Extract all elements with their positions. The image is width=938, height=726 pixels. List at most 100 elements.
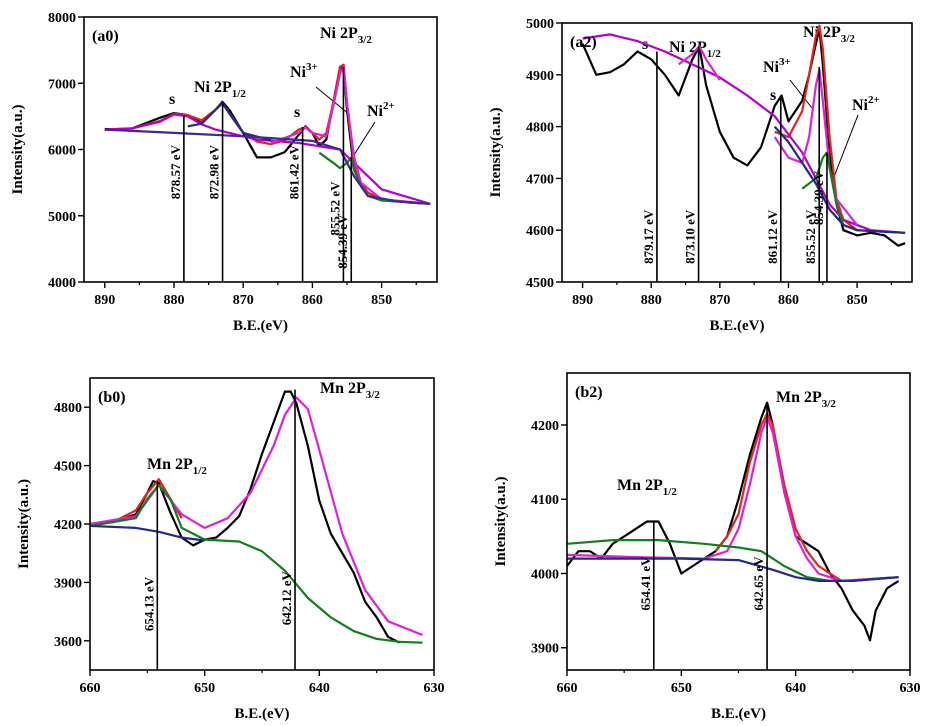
y-tick-label: 8000	[48, 11, 76, 26]
annotation-s-2: s	[770, 87, 776, 104]
annotation-ni2-main: Ni	[367, 103, 384, 120]
x-tick-label: 880	[163, 293, 184, 308]
peak-label: 873.10 eV	[683, 209, 698, 264]
panel-label: (a0)	[92, 28, 119, 45]
annotation-mn-2p12-main: Mn 2P	[147, 456, 193, 473]
series-ni-2p1-2-fit	[678, 45, 721, 81]
x-tick-label: 850	[847, 293, 868, 308]
peak-label: 878.57 eV	[168, 144, 183, 199]
plot-frame	[83, 16, 438, 283]
x-tick-label: 630	[424, 681, 445, 696]
x-tick-label: 650	[671, 681, 692, 696]
annotation-mn-2p12: Mn 2P1/2	[617, 477, 677, 498]
y-tick-label: 4100	[531, 493, 559, 508]
series-s-satellite-fit	[104, 113, 431, 205]
annotation-ni-2p12-main: Ni 2P	[194, 79, 232, 96]
annotation-mn-2p12-main: Mn 2P	[617, 477, 663, 494]
series-ni2-fit	[801, 151, 858, 232]
y-axis-label: Intensity(a.u.)	[10, 104, 26, 194]
x-axis-label: B.E.(eV)	[235, 706, 290, 722]
series-measured	[566, 401, 900, 642]
series-background	[89, 524, 205, 542]
annotation-mn-2p32-main: Mn 2P	[320, 380, 366, 397]
peak-label: 855.52 eV	[803, 209, 818, 264]
annotation-ni3-main: Ni	[290, 64, 307, 81]
peak-label: 642.12 eV	[279, 570, 294, 625]
annotation-ni3: Ni3+	[290, 61, 318, 81]
y-axis-label: Intensity(a.u.)	[493, 476, 509, 566]
y-tick-label: 4600	[526, 224, 554, 239]
panel-a0: s s Ni 2P1/2 Ni 2P3/2 Ni3+ Ni2+	[169, 25, 395, 159]
x-tick-label: 890	[572, 293, 593, 308]
x-tick-label: 640	[785, 681, 806, 696]
annotation-ni3-main: Ni	[763, 59, 780, 76]
y-tick-label: 4000	[531, 567, 559, 582]
peak-label: 654.41 eV	[638, 556, 653, 611]
panel-b0: Mn 2P1/2 Mn 2P3/2	[147, 380, 380, 477]
annotation-mn-2p32-sub: 3/2	[822, 398, 837, 410]
panel-label: (a2)	[570, 34, 597, 51]
annotation-mn-2p32-sub: 3/2	[366, 389, 381, 401]
series-mn-2p3-2-fit	[566, 416, 899, 583]
y-axis-label: Intensity(a.u.)	[16, 479, 32, 569]
y-tick-label: 5000	[526, 17, 554, 32]
panel-b2: Mn 2P1/2 Mn 2P3/2	[617, 389, 836, 498]
annotation-mn-2p12-sub: 1/2	[193, 465, 208, 477]
y-tick-label: 4800	[54, 401, 82, 416]
y-tick-label: 3600	[54, 635, 82, 650]
peak-label: 855.52 eV	[327, 181, 342, 236]
annotation-ni3-sup: 3+	[779, 56, 791, 68]
x-tick-label: 860	[778, 293, 799, 308]
series-ni-2p1-2-fit	[187, 101, 272, 142]
annotation-mn-2p32: Mn 2P3/2	[320, 380, 380, 401]
annotation-ni-2p32: Ni 2P3/2	[320, 25, 372, 46]
pointer-ni2	[351, 121, 376, 159]
annotation-ni-2p32-main: Ni 2P	[803, 24, 841, 41]
y-axis-label: Intensity(a.u.)	[488, 107, 504, 197]
x-tick-label: 870	[709, 293, 730, 308]
x-tick-label: 850	[371, 293, 392, 308]
annotation-ni-2p32-sub: 3/2	[358, 34, 373, 46]
y-tick-label: 4200	[54, 518, 82, 533]
series-ni3-fit	[270, 65, 431, 205]
peak-label: 861.42 eV	[287, 144, 302, 199]
panel-label: (b2)	[575, 384, 603, 401]
chart-b2: 654.41 eV 642.65 eV 660 650 640 630 3900 4000 41…	[493, 372, 921, 722]
annotation-mn-2p32-main: Mn 2P	[776, 389, 822, 406]
panel-label: (b0)	[98, 389, 126, 406]
x-axis-label: B.E.(eV)	[711, 706, 766, 722]
y-tick-label: 3900	[54, 576, 82, 591]
series-measured	[104, 65, 431, 205]
annotation-ni2-sup: 2+	[383, 100, 395, 112]
pointer-ni2	[831, 114, 859, 183]
annotation-mn-2p12-sub: 1/2	[663, 486, 678, 498]
pointer-ni3	[789, 79, 813, 109]
annotation-ni3: Ni3+	[763, 56, 791, 76]
annotation-ni2-main: Ni	[852, 97, 869, 114]
annotation-mn-2p12: Mn 2P1/2	[147, 456, 207, 477]
annotation-ni-2p32-main: Ni 2P	[320, 25, 358, 42]
annotation-s-1: s	[169, 91, 175, 108]
y-tick-label: 4700	[526, 172, 554, 187]
series-envelope	[714, 412, 842, 582]
x-tick-label: 890	[94, 293, 115, 308]
x-axis-label: B.E.(eV)	[233, 318, 288, 334]
chart-a2: 879.17 eV 873.10 eV 861.12 eV 855.52 eV854.…	[488, 17, 913, 334]
annotation-ni2: Ni2+	[852, 94, 880, 114]
peak-label: 854.39 eV	[811, 170, 826, 225]
y-tick-label: 4500	[54, 460, 82, 475]
y-tick-label: 3900	[531, 642, 559, 657]
annotation-ni-2p32: Ni 2P3/2	[803, 24, 855, 45]
peak-label: 654.13 eV	[141, 576, 156, 631]
series-mn-2p3-2-fit	[89, 396, 423, 637]
x-tick-label: 630	[900, 681, 921, 696]
x-tick-label: 660	[80, 681, 101, 696]
y-tick-label: 4900	[526, 69, 554, 84]
plot-frame	[566, 372, 911, 671]
x-tick-label: 650	[194, 681, 215, 696]
series-s-satellite-fit	[582, 33, 906, 234]
x-tick-label: 870	[233, 293, 254, 308]
y-tick-label: 4800	[526, 121, 554, 136]
plot-frame	[561, 22, 913, 283]
x-tick-label: 660	[557, 681, 578, 696]
